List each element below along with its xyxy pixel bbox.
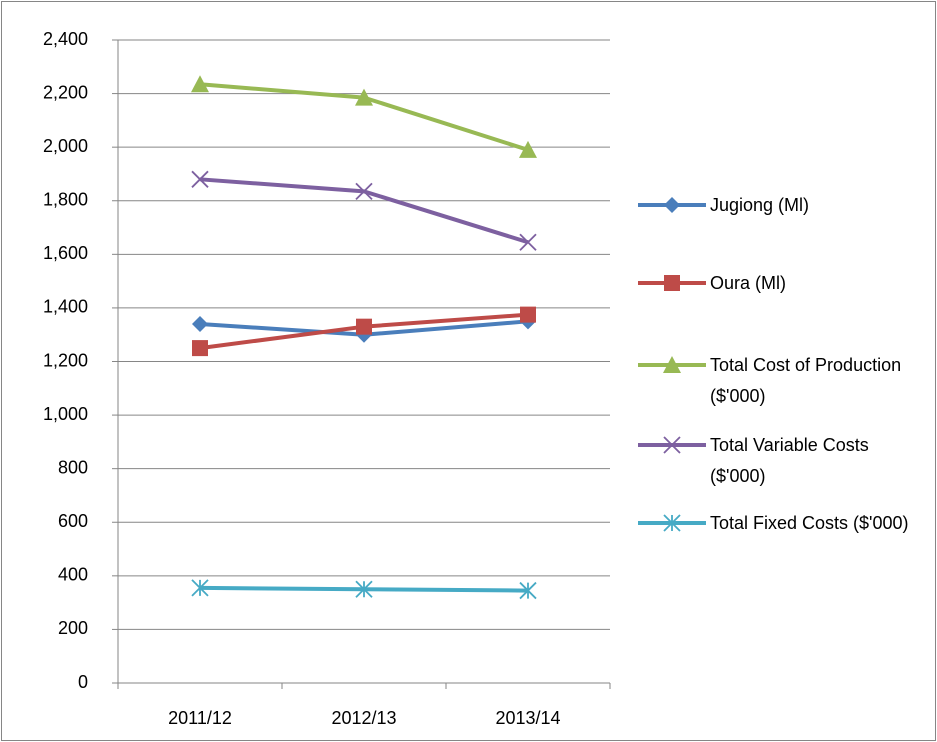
legend-label: Total Variable Costs ($'000) [710, 435, 869, 486]
y-tick-label: 2,200 [43, 82, 88, 102]
marker-shape [519, 581, 537, 600]
y-tick-label: 0 [78, 672, 88, 692]
x-tick-label: 2013/14 [495, 708, 560, 728]
x-tick-label: 2011/12 [168, 708, 232, 728]
y-tick-label: 1,600 [43, 243, 88, 263]
marker-shape [355, 580, 373, 598]
y-tick-label: 200 [58, 618, 88, 638]
marker-shape [355, 88, 373, 106]
data-point [519, 581, 537, 600]
legend-label: Oura (Ml) [710, 273, 786, 293]
marker-shape [520, 306, 536, 323]
marker-shape [191, 170, 209, 188]
marker-shape [355, 182, 373, 201]
legend-label: Jugiong (Ml) [710, 195, 810, 215]
x-tick-label: 2012/13 [331, 708, 396, 728]
data-point [191, 170, 209, 188]
legend-marker [663, 514, 681, 532]
marker-shape [191, 579, 209, 597]
data-point [355, 88, 373, 106]
y-tick-label: 1,200 [43, 350, 88, 370]
marker-shape [192, 340, 208, 357]
legend-label: Total Cost of Production ($'000) [710, 355, 902, 406]
y-tick-label: 800 [58, 457, 88, 477]
marker-shape [519, 233, 537, 251]
data-point [355, 182, 373, 201]
legend-marker [663, 436, 681, 454]
y-tick-label: 400 [58, 565, 88, 585]
y-tick-label: 1,400 [43, 297, 88, 317]
data-point [519, 140, 537, 158]
data-point [191, 75, 209, 93]
data-point [520, 306, 536, 323]
marker-shape [663, 514, 681, 532]
marker-shape [664, 197, 680, 213]
y-tick-label: 600 [58, 511, 88, 531]
legend-marker [664, 197, 680, 213]
legend-marker [663, 356, 681, 373]
y-tick-label: 1,800 [43, 190, 88, 210]
legend-marker [664, 275, 680, 291]
data-point [192, 340, 208, 357]
y-tick-label: 2,400 [43, 29, 88, 49]
marker-shape [191, 75, 209, 93]
marker-shape [664, 275, 680, 291]
data-point [519, 233, 537, 251]
data-point [191, 579, 209, 597]
y-tick-label: 1,000 [43, 404, 88, 424]
y-tick-label: 2,000 [43, 136, 88, 156]
data-point [355, 580, 373, 598]
marker-shape [519, 140, 537, 158]
marker-shape [356, 318, 372, 335]
marker-shape [192, 315, 208, 332]
data-point [192, 315, 208, 332]
marker-shape [663, 356, 681, 373]
marker-shape [663, 436, 681, 454]
data-point [356, 318, 372, 335]
legend-label: Total Fixed Costs ($'000) [710, 513, 909, 533]
